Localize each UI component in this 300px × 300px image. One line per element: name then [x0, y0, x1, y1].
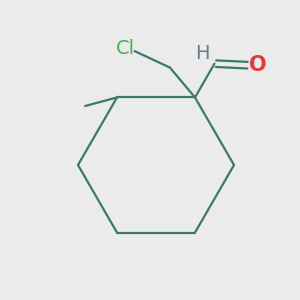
Text: Cl: Cl	[116, 39, 134, 58]
Text: H: H	[195, 44, 210, 63]
Text: O: O	[249, 55, 266, 75]
